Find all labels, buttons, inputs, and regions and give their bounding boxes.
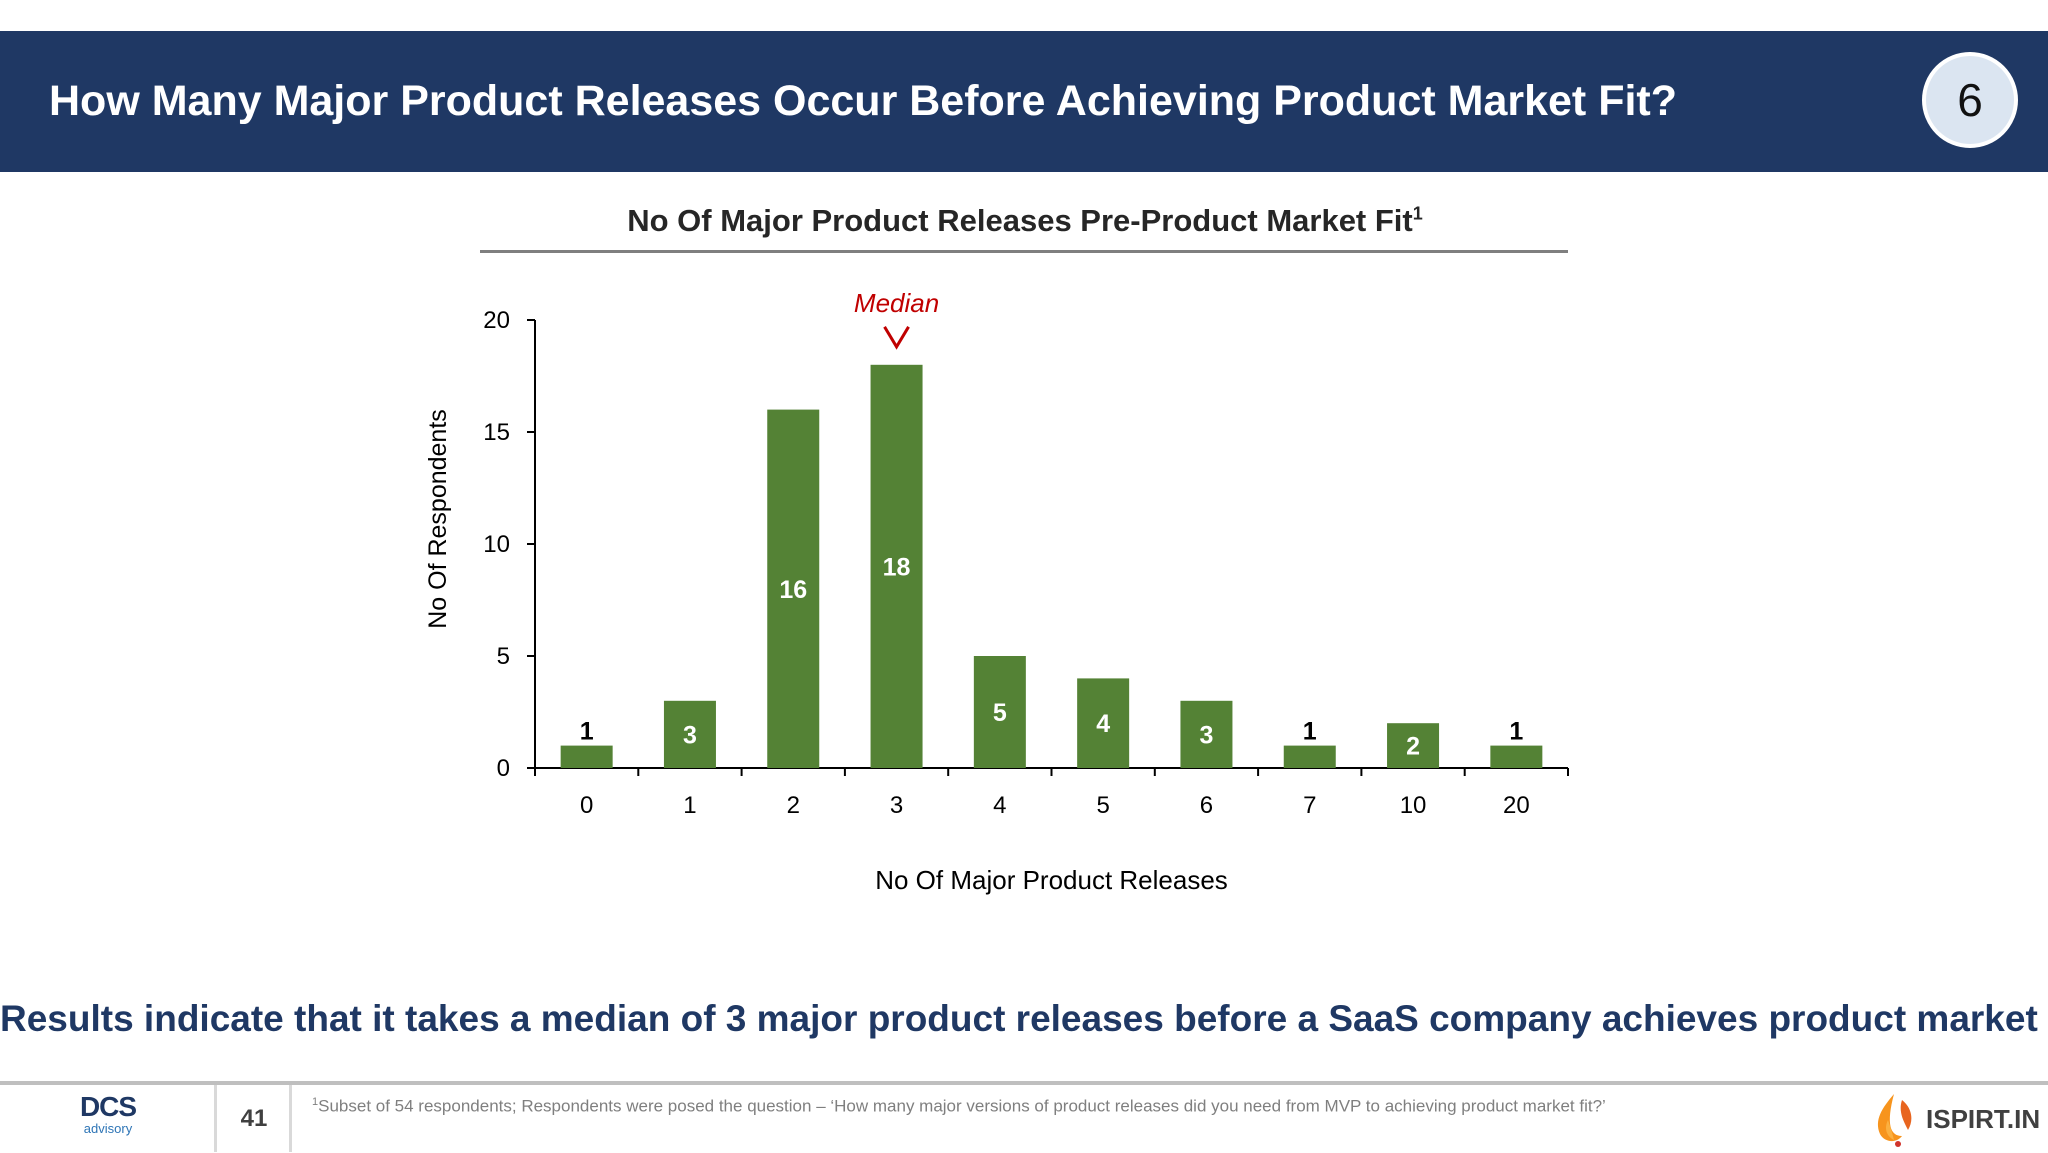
data-label: 16 [779, 576, 807, 604]
data-label: 3 [683, 721, 697, 749]
y-axis-label: No Of Respondents [424, 409, 452, 629]
bar [973, 656, 1026, 768]
footer-separator [214, 1085, 217, 1152]
bar [870, 364, 923, 768]
x-axis-label: No Of Major Product Releases [875, 865, 1228, 895]
data-label: 3 [1199, 721, 1213, 749]
header-bar: How Many Major Product Releases Occur Be… [0, 31, 2048, 172]
data-label: 2 [1406, 733, 1420, 761]
conclusion-text: Results indicate that it takes a median … [0, 998, 2048, 1039]
bar [767, 409, 820, 768]
footer-divider [0, 1081, 2048, 1085]
dcs-logo-sub: advisory [83, 1121, 133, 1136]
footnote: 1Subset of 54 respondents; Respondents w… [312, 1096, 1606, 1117]
page-number: 41 [240, 1105, 268, 1132]
x-tick-label: 6 [1200, 792, 1213, 819]
dcs-advisory-logo: DCS advisory [78, 1092, 138, 1136]
chart-title-rule [480, 250, 1568, 253]
data-label: 1 [1509, 718, 1523, 746]
y-tick-label: 0 [497, 755, 510, 782]
x-tick-label: 10 [1400, 792, 1427, 819]
page-title: How Many Major Product Releases Occur Be… [49, 77, 1677, 125]
bar [1077, 678, 1130, 768]
x-tick-label: 1 [683, 792, 696, 819]
chart-title-text: No Of Major Product Releases Pre-Product… [627, 203, 1413, 238]
section-number-badge: 6 [1922, 52, 2018, 148]
y-tick-label: 10 [483, 531, 510, 558]
bar-chart: No Of Respondents No Of Major Product Re… [424, 288, 1569, 895]
data-label: 5 [993, 699, 1007, 727]
y-tick-label: 20 [483, 307, 510, 334]
chart-title: No Of Major Product Releases Pre-Product… [480, 203, 1570, 239]
dcs-logo-main: DCS [79, 1091, 137, 1122]
x-tick-label: 0 [580, 792, 593, 819]
bar [1180, 700, 1233, 768]
ispirt-logo: ISPIRT.IN [1868, 1090, 2040, 1148]
x-tick-label: 5 [1096, 792, 1109, 819]
ispirt-logo-text: ISPIRT.IN [1926, 1104, 2041, 1134]
bar [1283, 745, 1336, 768]
footer-separator [289, 1085, 292, 1152]
x-tick-label: 20 [1503, 792, 1530, 819]
x-tick-label: 2 [787, 792, 800, 819]
bar [1490, 745, 1543, 768]
data-label: 18 [883, 553, 911, 581]
y-tick-label: 15 [483, 419, 510, 446]
ispirt-flame-icon [1877, 1094, 1912, 1147]
bar [663, 700, 716, 768]
x-tick-label: 3 [890, 792, 903, 819]
median-annotation: Median [854, 288, 939, 318]
y-axis-label-group: No Of Respondents [424, 409, 452, 629]
data-label: 1 [580, 718, 594, 746]
data-label: 4 [1096, 710, 1110, 738]
bar [560, 745, 613, 768]
chart-title-footnote-marker: 1 [1412, 203, 1423, 224]
x-tick-label: 4 [993, 792, 1006, 819]
footnote-marker: 1 [312, 1096, 319, 1108]
x-tick-label: 7 [1303, 792, 1316, 819]
y-tick-label: 5 [497, 643, 510, 670]
median-arrow-icon [883, 326, 910, 350]
footnote-text: Subset of 54 respondents; Respondents we… [318, 1096, 1606, 1116]
data-label: 1 [1303, 718, 1317, 746]
bar [1387, 723, 1440, 768]
